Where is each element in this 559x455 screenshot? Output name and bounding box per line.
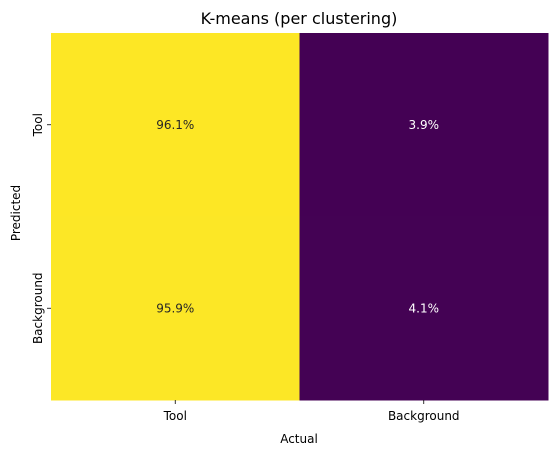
y-tick-label-0: Tool xyxy=(31,113,45,137)
heatmap-cell-r0-c1 xyxy=(299,33,549,217)
heatmap-cells xyxy=(51,33,549,401)
x-tick-label-1: Background xyxy=(388,409,460,423)
x-axis-label: Actual xyxy=(280,432,318,446)
y-axis-ticks: Tool Background xyxy=(31,113,51,344)
x-tick-label-0: Tool xyxy=(163,409,187,423)
cell-label-r1-c0: 95.9% xyxy=(156,301,194,315)
heatmap-cell-r0-c0 xyxy=(51,33,300,217)
cell-label-r0-c0: 96.1% xyxy=(156,118,194,132)
cell-label-r0-c1: 3.9% xyxy=(409,118,440,132)
heatmap-cell-r1-c1 xyxy=(299,216,549,401)
heatmap-cell-r1-c0 xyxy=(51,216,300,401)
y-axis-label: Predicted xyxy=(9,185,23,241)
x-axis-ticks: Tool Background xyxy=(163,400,460,423)
heatmap-cell-labels: 96.1% 3.9% 95.9% 4.1% xyxy=(156,118,439,316)
cell-label-r1-c1: 4.1% xyxy=(409,301,440,315)
chart-title: K-means (per clustering) xyxy=(201,9,398,28)
y-tick-label-1: Background xyxy=(31,272,45,344)
